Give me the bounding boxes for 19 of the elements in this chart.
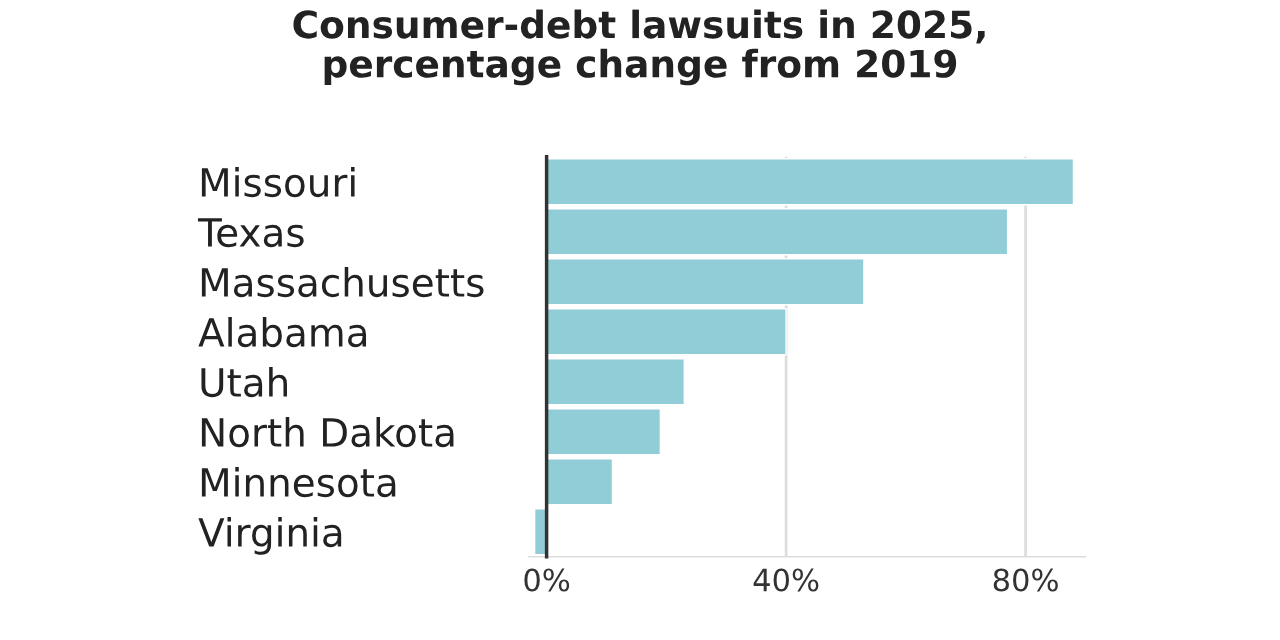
y-tick-label: Virginia [198,517,342,555]
y-tick-label: North Dakota [201,417,454,448]
y-tick-label: Alabama [198,317,367,348]
y-tick-label: Texas [197,218,304,248]
y-tick-label: Missouri [201,167,355,198]
x-tick-label: 40% [753,568,819,592]
chart-title: Consumer-debt lawsuits in 2025, percentage change from 2019 [293,9,985,86]
x-tick-label: 80% [993,568,1058,592]
bar [545,408,662,456]
y-tick-label: Minnesota [201,467,396,498]
y-tick-label: Utah [201,367,287,398]
y-tick-label: Massachusetts [201,267,484,298]
bar [545,458,614,506]
bar [545,258,865,306]
bar [545,208,1009,256]
bar [545,358,685,406]
bar [545,308,787,356]
x-tick-label: 0% [524,568,570,592]
bar [545,158,1075,206]
